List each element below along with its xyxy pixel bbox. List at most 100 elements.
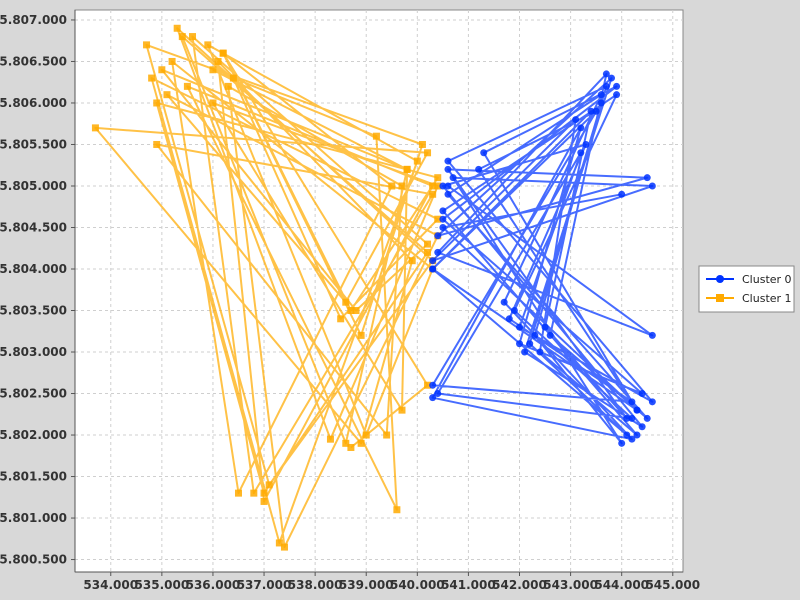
data-point [403,165,411,173]
data-point [153,99,161,107]
data-point [643,414,651,422]
x-tick-label: 541.000 [441,578,496,592]
series-layer [91,24,656,551]
data-point [439,215,447,223]
x-tick-label: 544.000 [594,578,649,592]
data-point [158,66,166,74]
y-tick-label: 5.807.000 [0,13,67,27]
data-point [444,182,452,190]
data-point [393,506,401,514]
series-cluster-1 [91,24,442,551]
legend-marker-cluster-1 [716,294,724,302]
data-point [352,307,360,315]
data-point [434,232,442,240]
data-point [424,240,432,248]
data-point [628,414,636,422]
data-point [383,431,391,439]
data-point [229,74,237,82]
data-point [337,315,345,323]
data-point [638,390,646,398]
data-point [444,157,452,165]
data-point [357,439,365,447]
data-point [413,157,421,165]
data-point [628,435,636,443]
data-point [628,398,636,406]
data-point [643,174,651,182]
data-point [516,340,524,348]
y-tick-label: 5.801.500 [0,470,67,484]
x-tick-label: 545.000 [645,578,700,592]
data-point [572,116,580,124]
y-tick-label: 5.804.500 [0,220,67,234]
legend-item-cluster-1: Cluster 1 [706,292,792,305]
data-point [362,431,370,439]
data-point [587,107,595,115]
data-point [541,323,549,331]
data-point [163,91,171,99]
data-point [613,82,621,90]
data-point [429,257,437,265]
data-point [597,99,605,107]
data-point [633,406,641,414]
x-tick-label: 535.000 [135,578,190,592]
data-point [597,91,605,99]
data-point [342,298,350,306]
x-tick-label: 540.000 [390,578,445,592]
data-point [260,489,268,497]
data-point [148,74,156,82]
data-point [648,331,656,339]
data-point [607,74,615,82]
data-point [429,394,437,402]
data-point [444,190,452,198]
data-point [178,33,186,41]
data-point [209,66,217,74]
tick-layer: 534.000535.000536.000537.000538.000539.0… [0,13,700,592]
data-point [153,140,161,148]
data-point [388,182,396,190]
data-point [439,223,447,231]
y-tick-label: 5.804.000 [0,262,67,276]
data-point [521,348,529,356]
data-point [143,41,151,49]
x-tick-label: 534.000 [83,578,138,592]
data-point [326,435,334,443]
data-point [209,99,217,107]
y-tick-label: 5.802.500 [0,387,67,401]
legend-label-cluster-1: Cluster 1 [742,292,792,305]
data-point [536,348,544,356]
data-point [347,443,355,451]
x-tick-label: 536.000 [186,578,241,592]
data-point [602,70,610,78]
y-tick-label: 5.801.000 [0,511,67,525]
data-point [602,82,610,90]
data-point [439,182,447,190]
data-point [189,33,197,41]
data-point [408,257,416,265]
data-point [613,91,621,99]
y-tick-label: 5.802.000 [0,428,67,442]
data-point [347,307,355,315]
x-tick-label: 542.000 [492,578,547,592]
x-tick-label: 539.000 [339,578,394,592]
data-point [224,82,232,90]
y-tick-label: 5.800.500 [0,553,67,567]
data-point [424,149,432,157]
data-point [516,323,524,331]
data-point [219,49,227,57]
data-point [480,149,488,157]
data-point [173,24,181,32]
data-point [342,439,350,447]
data-point [439,207,447,215]
data-point [648,398,656,406]
data-point [444,165,452,173]
axis-layer [74,10,683,573]
legend-item-cluster-0: Cluster 0 [706,273,792,286]
data-point [398,406,406,414]
data-point [424,248,432,256]
data-point [424,381,432,389]
series-line [431,72,654,445]
data-point [250,489,258,497]
y-tick-label: 5.803.000 [0,345,67,359]
